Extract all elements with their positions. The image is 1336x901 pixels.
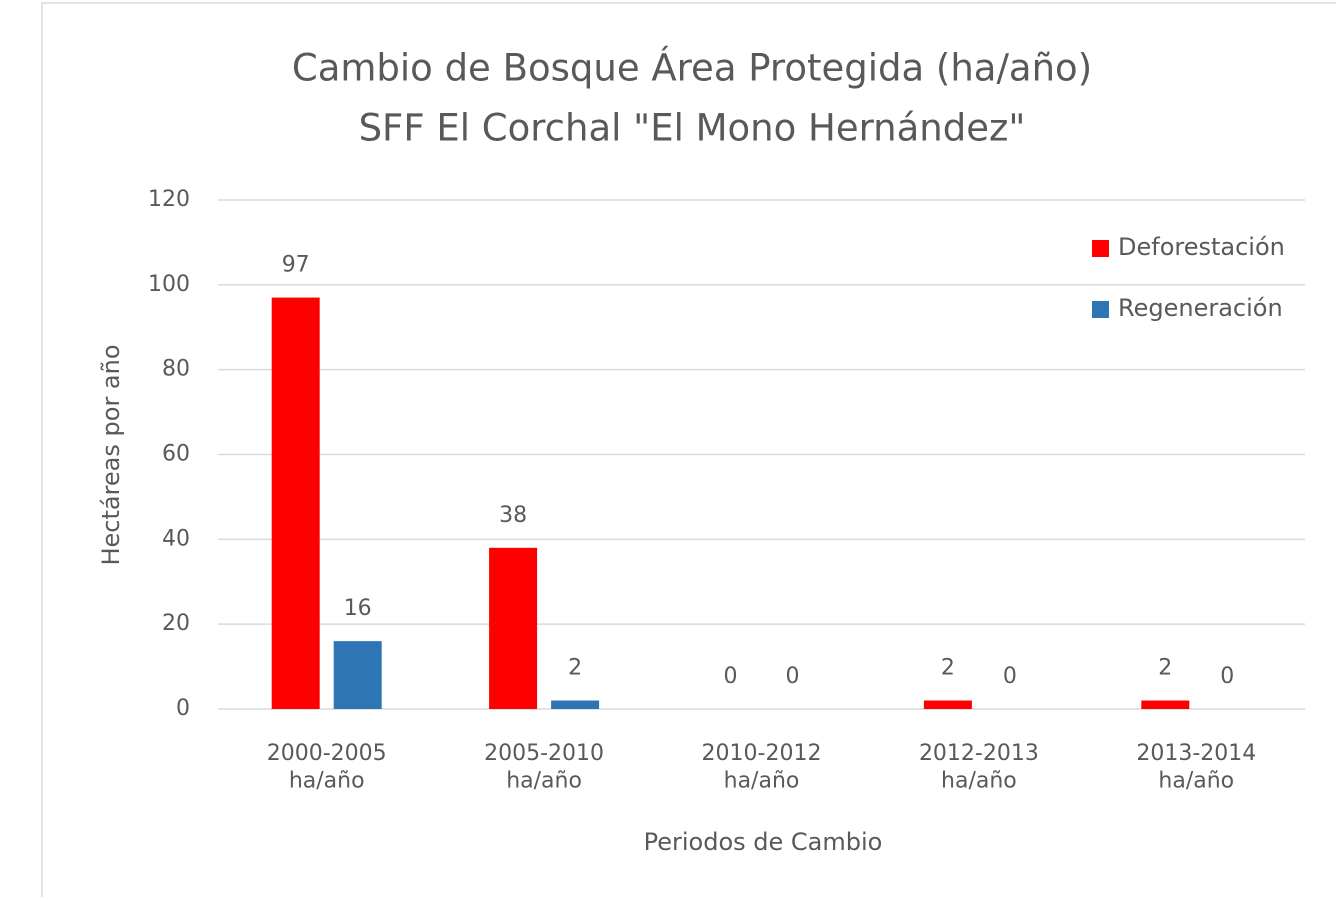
data-label: 0	[1220, 664, 1234, 689]
legend-label: Deforestación	[1118, 233, 1285, 261]
y-tick-label: 20	[162, 611, 190, 636]
data-label: 0	[1003, 664, 1017, 689]
y-tick-label: 60	[162, 442, 190, 467]
data-label: 0	[786, 664, 800, 689]
y-tick-label: 0	[176, 696, 190, 721]
data-label: 38	[499, 503, 527, 528]
legend-swatch	[1092, 301, 1109, 318]
data-label: 2	[941, 656, 955, 681]
x-tick-label: 2013-2014 ha/año	[1136, 741, 1256, 794]
x-tick-label: 2010-2012 ha/año	[702, 741, 822, 794]
y-tick-label: 120	[148, 187, 190, 212]
bar	[489, 547, 538, 709]
y-axis-title: Hectáreas por año	[97, 344, 125, 565]
y-tick-label: 40	[162, 526, 190, 551]
x-tick-label: 2012-2013 ha/año	[919, 741, 1039, 794]
bar	[551, 700, 600, 709]
chart-frame	[41, 2, 1336, 901]
chart-subtitle: SFF El Corchal "El Mono Hernández"	[359, 107, 1026, 150]
bar	[333, 641, 382, 709]
data-label: 2	[1158, 656, 1172, 681]
data-label: 2	[568, 656, 582, 681]
y-tick-label: 100	[148, 272, 190, 297]
x-tick-label: 2000-2005 ha/año	[267, 741, 387, 794]
data-label: 16	[344, 596, 372, 621]
chart-title: Cambio de Bosque Área Protegida (ha/año)	[292, 46, 1092, 90]
bar	[923, 700, 972, 709]
y-tick-label: 80	[162, 357, 190, 382]
data-label: 0	[724, 664, 738, 689]
legend-swatch	[1092, 240, 1109, 257]
data-label: 97	[282, 253, 310, 278]
bar	[271, 297, 320, 709]
legend-label: Regeneración	[1118, 294, 1283, 322]
x-axis-title: Periodos de Cambio	[644, 828, 883, 856]
bar	[1141, 700, 1190, 709]
x-tick-label: 2005-2010 ha/año	[484, 741, 604, 794]
